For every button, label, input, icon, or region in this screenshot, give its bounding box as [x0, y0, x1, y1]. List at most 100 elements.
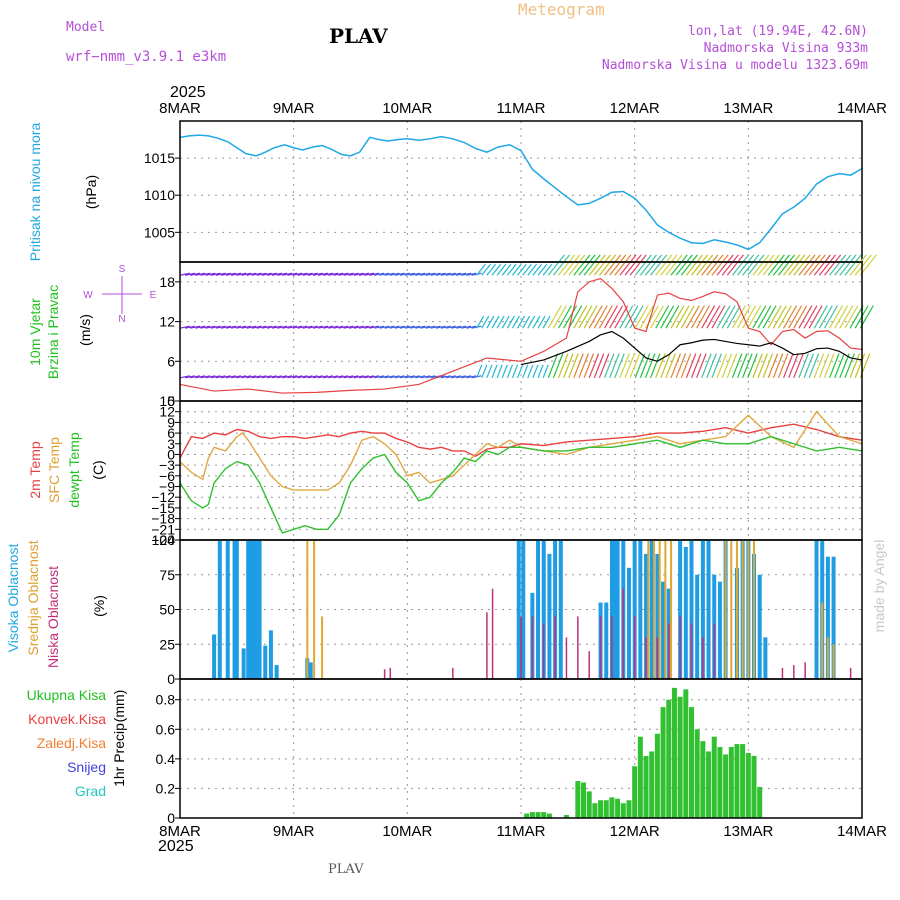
- wind-barb: [461, 325, 472, 329]
- wind-barb: [256, 375, 267, 379]
- precip-bar: [615, 798, 621, 818]
- wind-barb: [767, 305, 782, 329]
- wind-barb: [793, 254, 811, 276]
- wind-barb: [251, 272, 262, 276]
- y-tick-label: −24: [151, 532, 175, 548]
- wind-barb: [583, 353, 595, 379]
- cloud-high-bar: [831, 556, 836, 679]
- wind-barb: [823, 353, 835, 379]
- wind-barb: [634, 353, 646, 379]
- cloud-low-bar: [542, 623, 545, 679]
- wind-barb: [271, 272, 282, 276]
- wind-barb: [737, 254, 755, 276]
- wind-barb: [803, 305, 818, 329]
- cloud-low-bar: [679, 616, 681, 679]
- wind-barb: [552, 254, 571, 276]
- wind-barb: [701, 254, 719, 276]
- wind-barb: [190, 325, 201, 329]
- y-tick-label: 0: [167, 446, 175, 462]
- wind-barb: [849, 353, 861, 379]
- wind-barb: [829, 254, 847, 276]
- wind-barb: [415, 325, 426, 329]
- cloud-mid-bar: [735, 540, 738, 679]
- wind-barb: [839, 254, 857, 276]
- wind-barb: [772, 254, 790, 276]
- cloud-low-bar: [389, 667, 392, 679]
- wind-barb: [374, 375, 385, 379]
- precip-bar: [689, 707, 694, 818]
- wind-barb: [731, 305, 746, 329]
- wind-barb: [501, 364, 508, 379]
- cloud-high-bar: [615, 540, 620, 679]
- cloud-low-bar: [520, 616, 522, 679]
- wind-barb: [614, 305, 629, 329]
- wind-barb: [650, 305, 665, 329]
- wind-barb: [236, 325, 247, 329]
- wind-barb: [655, 305, 670, 329]
- wind-barb: [312, 272, 323, 276]
- wind-barb: [660, 254, 678, 276]
- wind-barb: [818, 305, 833, 329]
- compass-n: N: [118, 314, 125, 325]
- wind-barb: [552, 305, 567, 329]
- wind-barb: [328, 272, 339, 276]
- wind-barb: [379, 272, 390, 276]
- precip-bar: [581, 782, 587, 818]
- y-tick-label: 12: [159, 404, 175, 420]
- wind-barb: [246, 325, 257, 329]
- wind-barb: [650, 254, 668, 276]
- cloud-low-bar: [599, 616, 602, 679]
- sfc-temp-line: [179, 410, 863, 491]
- wind-barb: [190, 272, 201, 276]
- cloud-low-bar: [565, 637, 568, 679]
- cloud-high-bar: [649, 540, 654, 679]
- wind-barb: [195, 272, 206, 276]
- compass-s: S: [119, 264, 126, 275]
- wind-barb: [690, 305, 705, 329]
- wind-barb: [450, 375, 462, 379]
- wind-barb: [215, 272, 226, 276]
- y-tick-label: 0: [167, 671, 175, 687]
- wind-barb: [711, 353, 722, 379]
- wind-barb: [665, 254, 683, 276]
- wind-barb: [445, 325, 456, 329]
- wind-barb: [225, 375, 236, 379]
- wind-barb: [471, 325, 482, 329]
- wind-barb: [389, 325, 400, 329]
- wind-barb: [415, 375, 426, 379]
- wind-barb: [179, 375, 190, 379]
- wind-barb: [266, 272, 277, 276]
- wind-barb: [210, 272, 221, 276]
- wind-barb: [731, 254, 750, 276]
- wind-barb: [542, 263, 553, 276]
- wind-barb: [333, 375, 344, 379]
- wind-barb: [798, 353, 809, 379]
- wind-barb: [660, 353, 671, 379]
- wind-barb: [527, 364, 534, 379]
- wind-barb: [527, 263, 537, 276]
- wind-barb: [317, 272, 329, 276]
- wind-barb: [481, 263, 491, 276]
- wind-barb: [824, 254, 842, 276]
- wind-barb: [353, 325, 364, 329]
- y-tick-label: 0.2: [156, 780, 176, 796]
- wind-barb: [297, 375, 308, 379]
- y-tick-label: 15: [159, 393, 175, 409]
- cloud-low-bar: [452, 667, 454, 679]
- wind-barb: [742, 353, 753, 379]
- wind-barb: [440, 375, 451, 379]
- precip-bar: [524, 813, 530, 818]
- wind-barb: [307, 375, 318, 379]
- cloud-low-bar: [622, 588, 625, 679]
- wind-barb: [563, 353, 574, 379]
- wind-barb: [338, 272, 349, 276]
- wind-barb: [573, 254, 591, 276]
- wind-barb: [440, 272, 451, 276]
- wind-barb: [777, 305, 792, 329]
- wind-barb: [624, 353, 635, 379]
- y-tick-label: 75: [159, 567, 175, 583]
- y-tick-label: −9: [159, 479, 175, 495]
- wind-barb: [793, 305, 808, 329]
- wind-barb: [542, 315, 551, 329]
- wind-barb: [798, 305, 813, 329]
